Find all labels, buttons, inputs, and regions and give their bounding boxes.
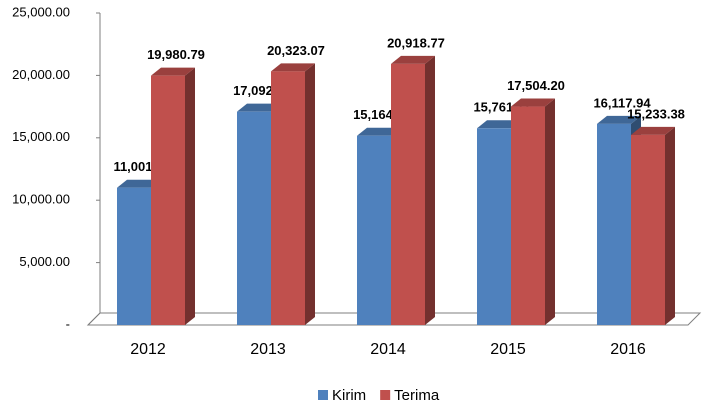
bar-face xyxy=(237,103,281,112)
bar xyxy=(391,55,435,326)
bar xyxy=(631,126,675,325)
x-tick-label: 2014 xyxy=(370,341,406,358)
bar-face xyxy=(305,63,315,325)
bar-face xyxy=(511,98,555,107)
y-tick-label: 25,000.00 xyxy=(12,4,70,19)
bar-face xyxy=(665,126,675,325)
bar xyxy=(511,98,555,326)
bar-face xyxy=(597,123,631,325)
value-label: 20,323.07 xyxy=(267,43,325,58)
bar-face xyxy=(477,128,511,325)
bar-face xyxy=(631,126,675,135)
bar-face xyxy=(357,127,401,136)
bar-face xyxy=(117,187,151,325)
x-tick-label: 2012 xyxy=(130,341,166,358)
y-tick-label: 15,000.00 xyxy=(12,129,70,144)
bar-face xyxy=(391,63,425,326)
bar-face xyxy=(151,67,195,76)
bar-face xyxy=(185,67,195,325)
x-tick-label: 2013 xyxy=(250,341,286,358)
bar-face xyxy=(391,55,435,64)
bar-face xyxy=(151,75,185,325)
bar-face xyxy=(117,179,161,188)
bar-face xyxy=(631,134,665,325)
bar-face xyxy=(271,63,315,72)
bar-face xyxy=(545,98,555,326)
bar xyxy=(151,67,195,325)
bar-face xyxy=(237,111,271,325)
bar xyxy=(271,63,315,325)
value-label: 20,918.77 xyxy=(387,35,445,50)
value-label: 17,504.20 xyxy=(507,78,565,93)
x-tick-label: 2015 xyxy=(490,341,526,358)
y-tick-label: 20,000.00 xyxy=(12,67,70,82)
legend-label: Kirim xyxy=(332,387,366,404)
legend-swatch xyxy=(380,390,391,400)
bar-face xyxy=(511,106,545,326)
bar-face xyxy=(357,135,391,325)
x-tick-label: 2016 xyxy=(610,341,646,358)
y-tick-label: - xyxy=(66,316,70,331)
axis-corner xyxy=(87,312,101,326)
legend-label: Terima xyxy=(394,387,440,404)
bar-face xyxy=(597,115,641,124)
value-label: 19,980.79 xyxy=(147,47,205,62)
value-label: 15,233.38 xyxy=(627,106,685,121)
y-tick-label: 10,000.00 xyxy=(12,192,70,207)
y-tick-label: 5,000.00 xyxy=(19,254,70,269)
bar-face xyxy=(425,55,435,326)
bar-face xyxy=(477,120,521,129)
legend-swatch xyxy=(318,390,328,400)
value-label: 16,117.94 xyxy=(593,95,651,110)
bar-face xyxy=(271,71,305,325)
